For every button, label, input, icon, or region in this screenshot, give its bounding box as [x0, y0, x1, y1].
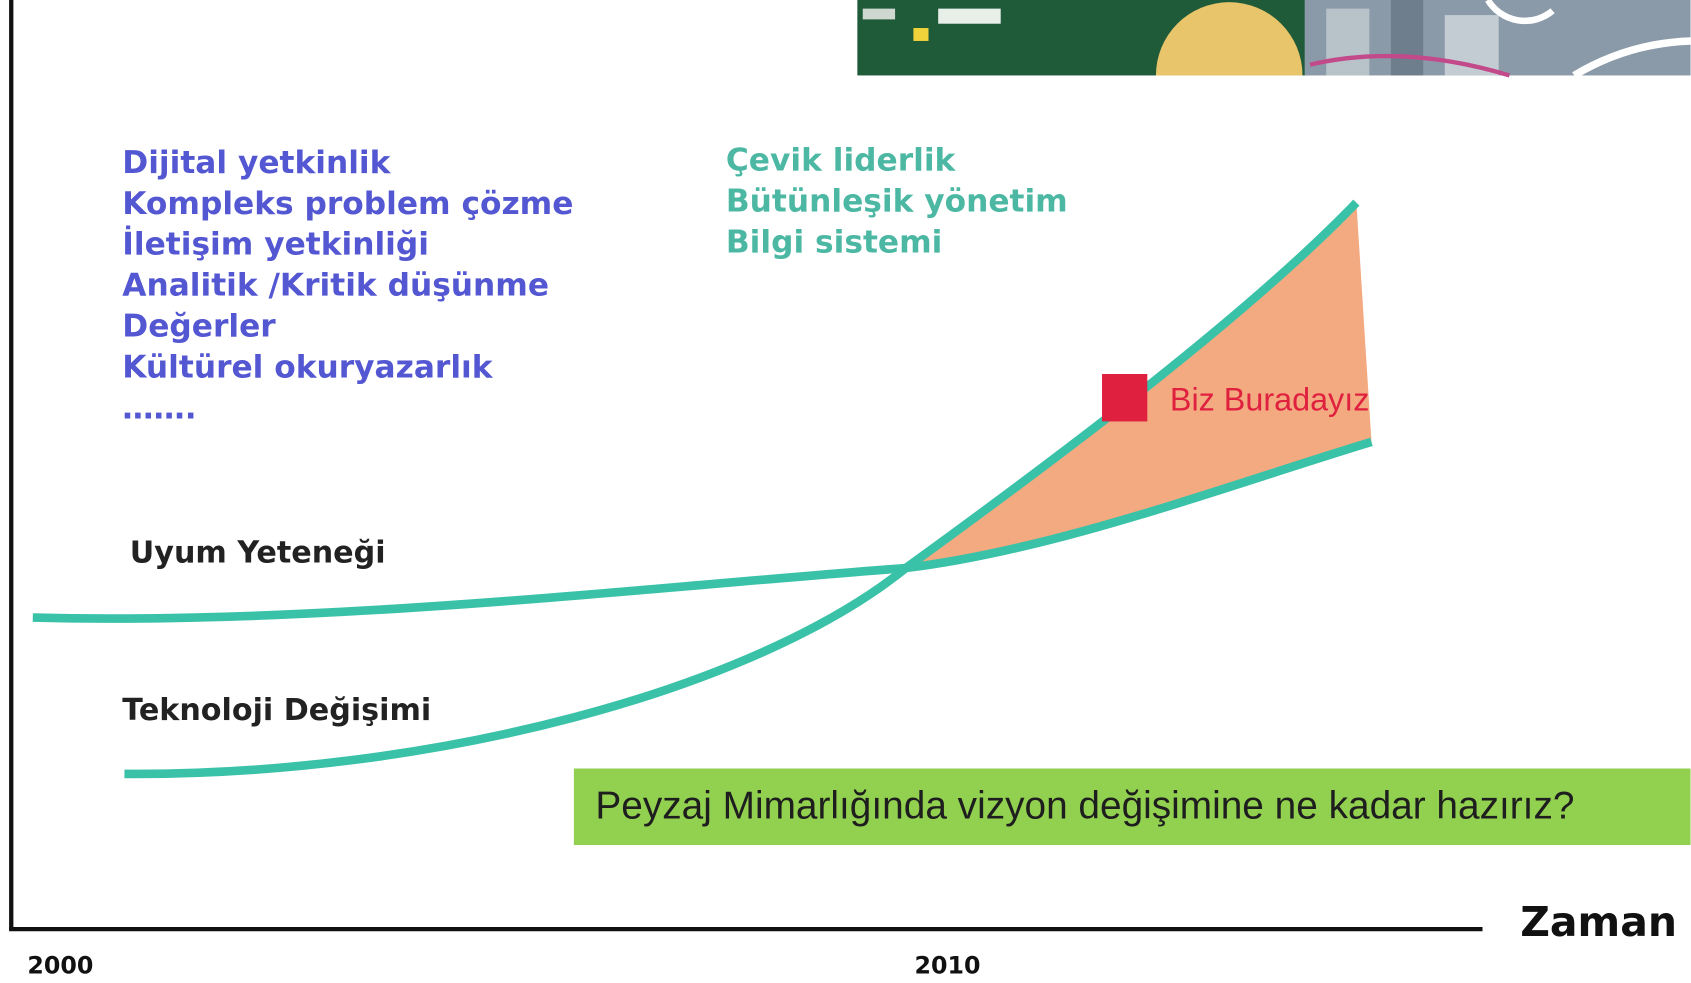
management-item: Bilgi sistemi: [726, 225, 943, 261]
axis-tick: 2010: [914, 951, 980, 979]
skill-item: Kültürel okuryazarlık: [122, 350, 493, 386]
banner-image: [857, 0, 1690, 75]
callout-text: Peyzaj Mimarlığında vizyon değişimine ne…: [595, 785, 1574, 828]
skill-item: Kompleks problem çözme: [122, 186, 573, 222]
marker-label: Biz Buradayız: [1170, 382, 1369, 418]
skill-item: …….: [122, 391, 196, 427]
skill-item: Dijital yetkinlik: [122, 145, 391, 181]
axis-label: Zaman: [1520, 898, 1677, 946]
curve-label: Uyum Yeteneği: [130, 536, 386, 571]
curve-label: Teknoloji Değişimi: [122, 693, 431, 728]
skill-item: İletişim yetkinliği: [122, 225, 429, 263]
skill-item: Analitik /Kritik düşünme: [122, 268, 549, 304]
axis-tick: 2000: [27, 951, 93, 979]
skill-item: Değerler: [122, 309, 276, 345]
page: { "skills_list": {"items": ["Dijital yet…: [0, 0, 1691, 983]
management-item: Çevik liderlik: [726, 143, 957, 179]
diagram: Biz Buradayız Uyum Yeteneği Teknoloji De…: [0, 0, 1691, 983]
marker-square: [1102, 374, 1147, 421]
management-item: Bütünleşik yönetim: [726, 184, 1068, 220]
